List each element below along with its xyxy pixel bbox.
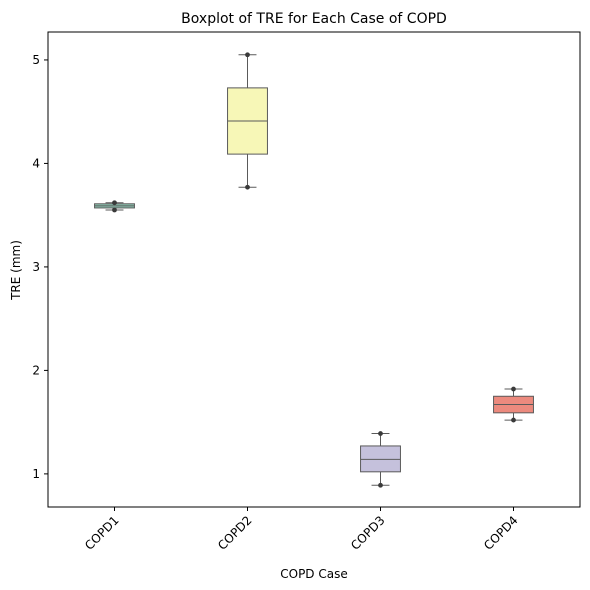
- y-axis-title: TRE (mm): [9, 240, 23, 301]
- x-tick-label: COPD1: [82, 513, 122, 553]
- max-point: [245, 52, 250, 58]
- x-tick-label: COPD3: [348, 513, 388, 553]
- box-iqr: [360, 445, 401, 473]
- x-tick-label: COPD4: [481, 513, 521, 553]
- min-point: [378, 482, 383, 488]
- min-point: [112, 207, 117, 213]
- y-tick-label: 3: [32, 260, 40, 274]
- max-point: [378, 431, 383, 436]
- y-axis: 1 2 3 4 5: [32, 53, 48, 481]
- plot-area: [47, 31, 581, 508]
- min-point: [511, 417, 516, 423]
- box-group: [227, 52, 268, 190]
- y-tick-label: 1: [32, 467, 40, 481]
- max-point: [511, 386, 516, 392]
- y-tick-label: 5: [32, 53, 40, 67]
- x-tick-label: COPD2: [215, 513, 255, 553]
- box-group: [360, 431, 401, 488]
- y-tick-label: 2: [32, 363, 40, 377]
- chart-title: Boxplot of TRE for Each Case of COPD: [181, 11, 447, 27]
- x-axis-title: COPD Case: [280, 567, 347, 581]
- x-axis: COPD1 COPD2 COPD3 COPD4: [82, 507, 521, 553]
- min-point: [245, 184, 250, 190]
- max-point: [112, 200, 117, 206]
- box-group: [493, 386, 534, 423]
- y-tick-label: 4: [32, 156, 40, 170]
- box-group: [94, 200, 135, 213]
- box-series: [94, 52, 534, 488]
